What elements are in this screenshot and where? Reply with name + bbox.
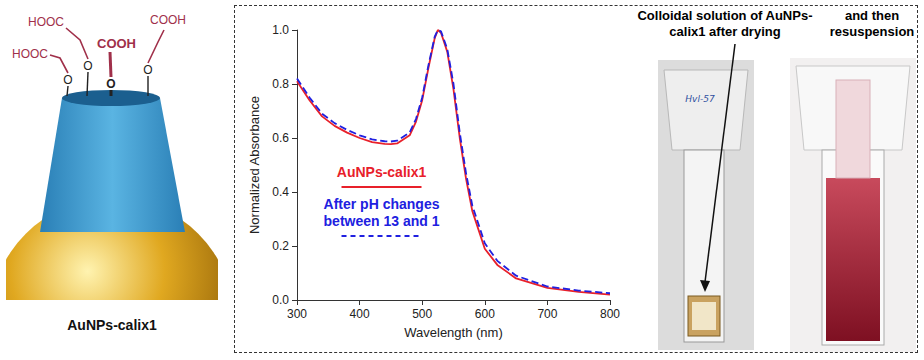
svg-text:Hvl-57: Hvl-57 <box>685 94 715 104</box>
svg-text:700: 700 <box>537 307 557 321</box>
svg-text:between 13 and 1: between 13 and 1 <box>324 213 440 229</box>
svg-text:HOOC: HOOC <box>12 47 48 61</box>
svg-text:500: 500 <box>412 307 432 321</box>
svg-text:0.0: 0.0 <box>272 293 289 307</box>
svg-text:0.6: 0.6 <box>272 131 289 145</box>
html-text:Colloidal solution of AuNPs-ca: Colloidal solution of AuNPs-calix1 after… <box>637 8 813 39</box>
svg-text:Normalized Absorbance: Normalized Absorbance <box>247 96 262 234</box>
svg-text:COOH: COOH <box>97 36 136 51</box>
svg-text:O: O <box>63 73 72 87</box>
svg-text:800: 800 <box>600 307 620 321</box>
svg-text:After pH changes: After pH changes <box>324 196 440 212</box>
svg-text:HOOC: HOOC <box>28 15 64 29</box>
svg-text:0.4: 0.4 <box>272 185 289 199</box>
svg-text:AuNPs-calix1: AuNPs-calix1 <box>67 317 157 333</box>
svg-text:O: O <box>106 77 115 91</box>
svg-text:COOH: COOH <box>150 13 186 27</box>
html-text:and then resuspension: and then resuspension <box>829 8 915 39</box>
svg-text:O: O <box>83 59 92 73</box>
svg-text:300: 300 <box>287 307 307 321</box>
svg-text:AuNPs-calix1: AuNPs-calix1 <box>337 164 427 180</box>
svg-text:0.2: 0.2 <box>272 239 289 253</box>
svg-text:0.8: 0.8 <box>272 77 289 91</box>
svg-text:400: 400 <box>350 307 370 321</box>
svg-text:Wavelength (nm): Wavelength (nm) <box>404 325 503 340</box>
svg-text:O: O <box>143 63 152 77</box>
svg-text:600: 600 <box>475 307 495 321</box>
svg-text:1.0: 1.0 <box>272 23 289 37</box>
